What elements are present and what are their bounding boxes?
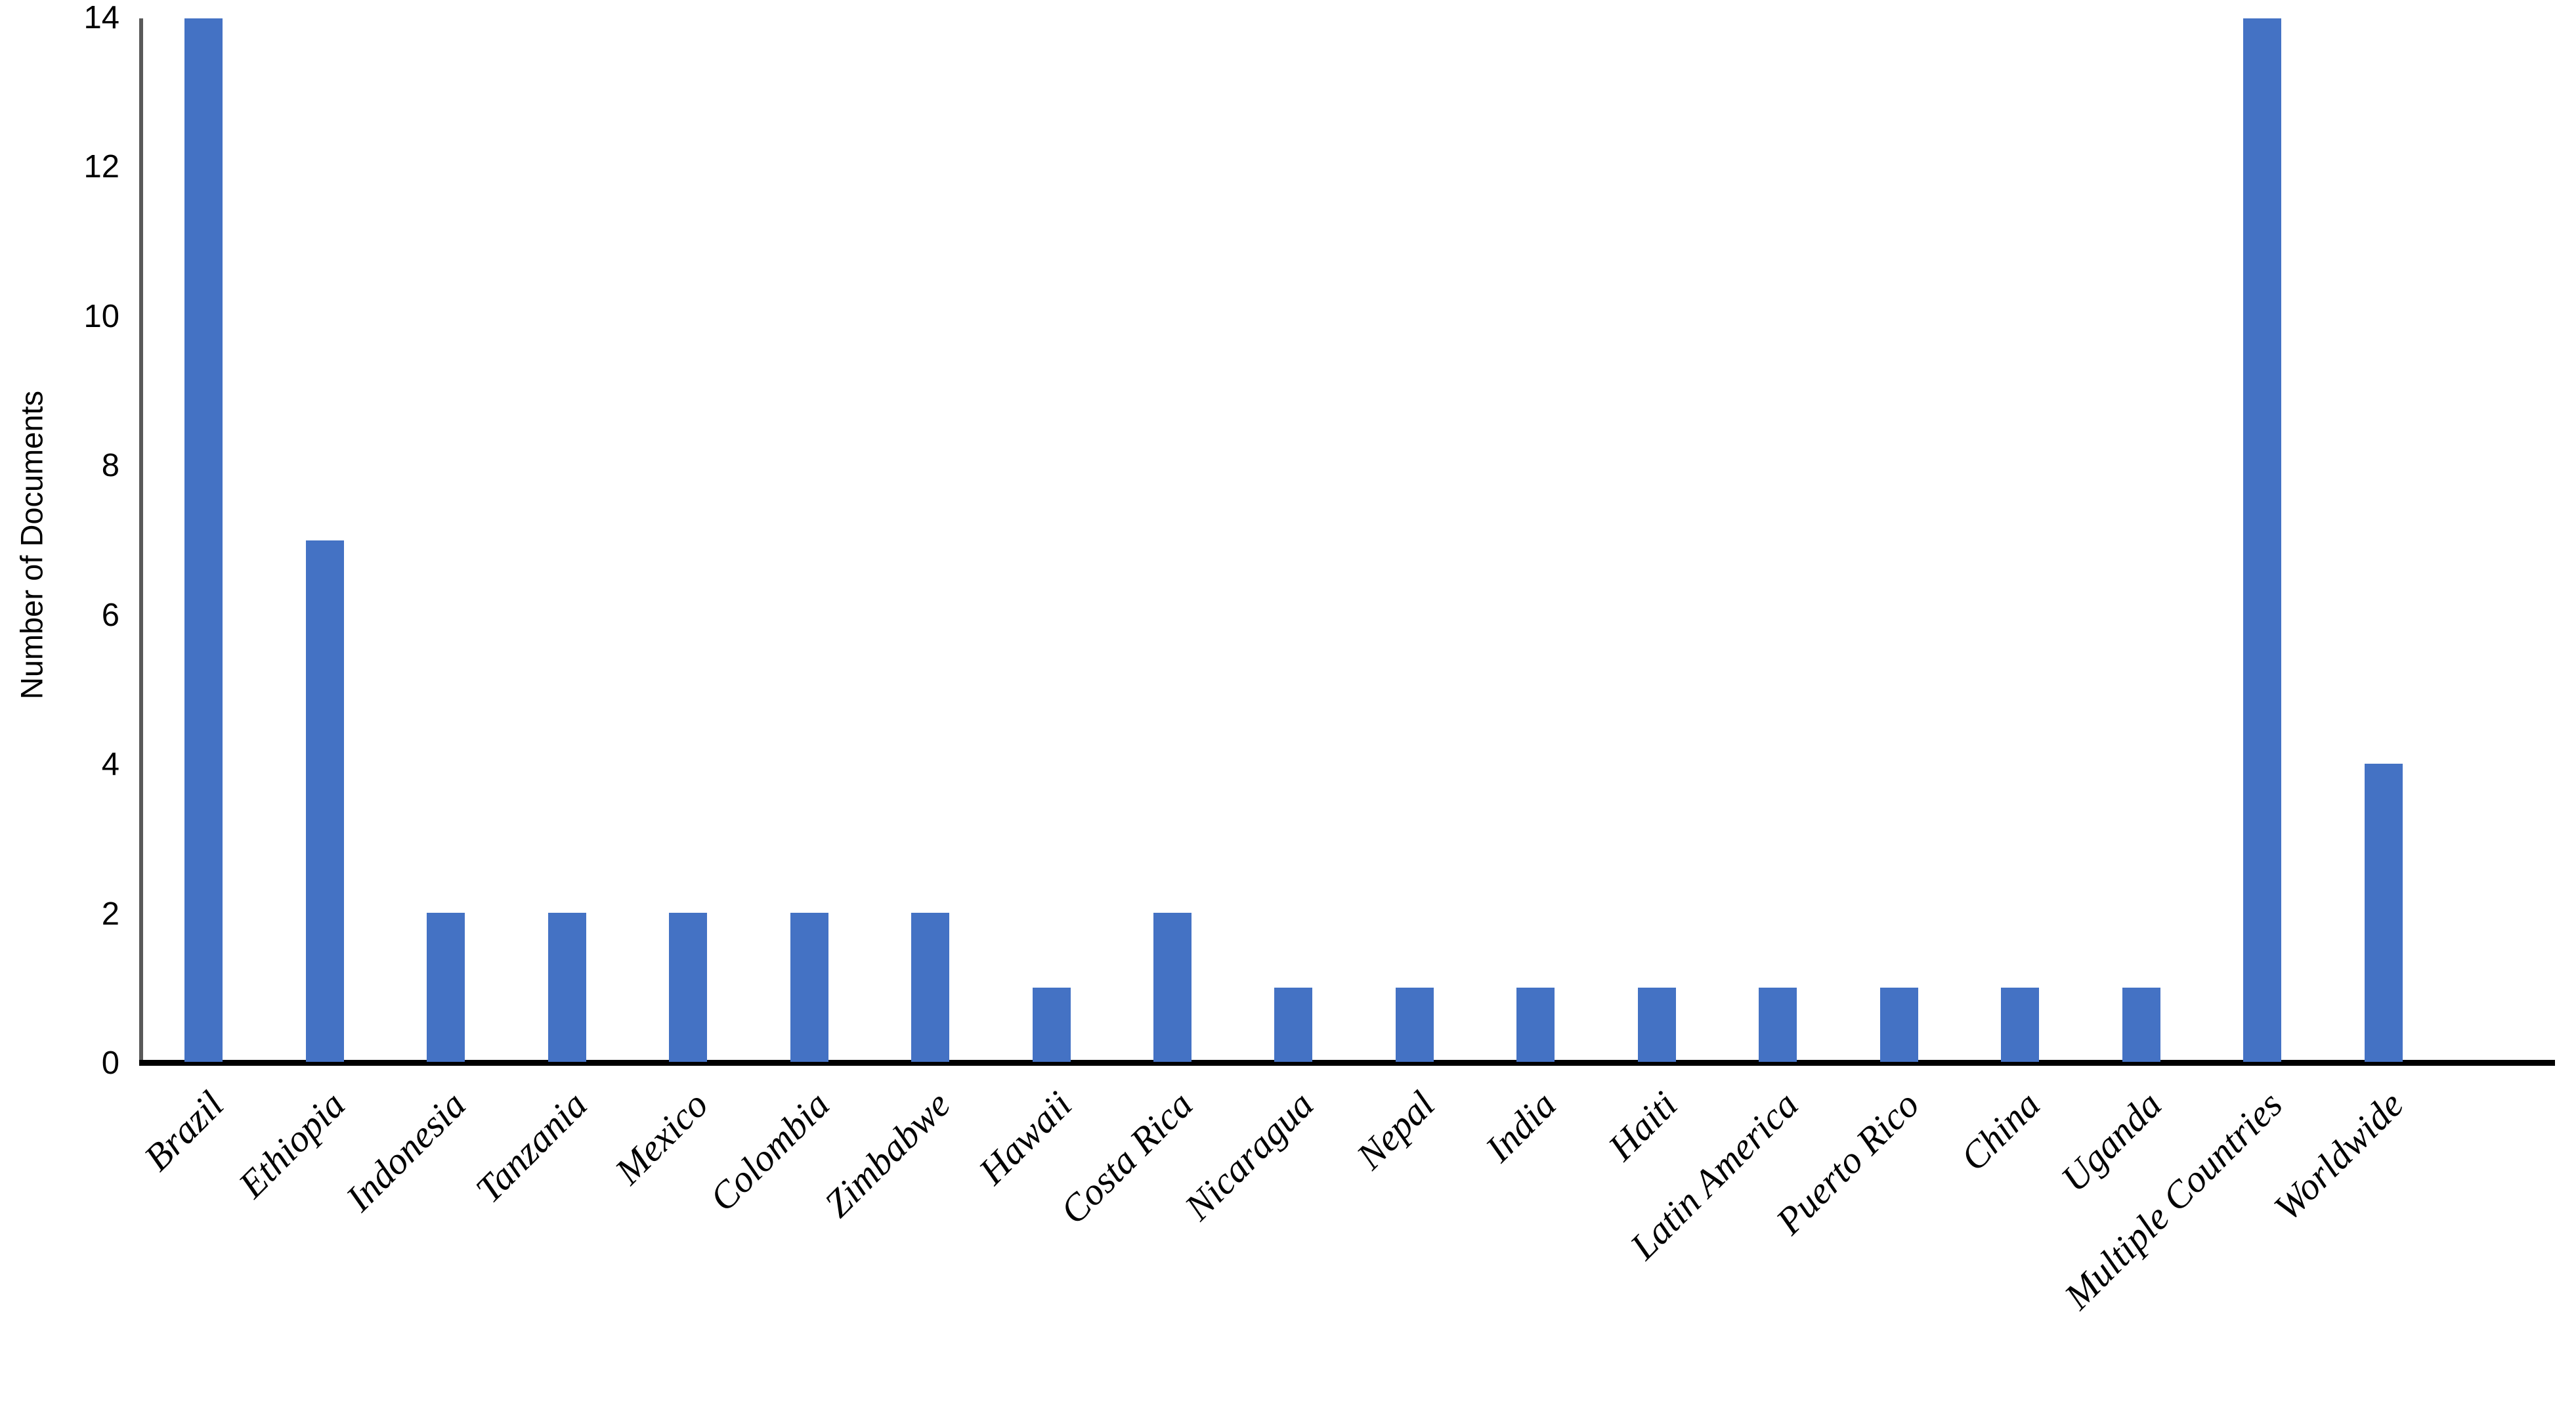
bar-nicaragua: [1274, 987, 1313, 1062]
bar-slot-multiple-countries: [2202, 18, 2323, 1062]
x-label-slot-nepal: Nepal: [1348, 1083, 1475, 1402]
bar-slot-indonesia: [385, 18, 506, 1062]
x-label-slot-hawaii: Hawaii: [970, 1083, 1111, 1402]
bar-slot-nepal: [1354, 18, 1475, 1062]
bar-india: [1516, 987, 1555, 1062]
x-label-slot-worldwide: Worldwide: [2266, 1083, 2443, 1402]
x-label-slot-brazil: Brazil: [136, 1083, 264, 1402]
x-label-slot-china: China: [1952, 1083, 2080, 1402]
x-label-slot-india: India: [1475, 1083, 1596, 1402]
x-axis-line: [139, 1060, 2555, 1066]
bar-colombia: [790, 913, 828, 1062]
x-label-china: China: [1952, 1083, 2049, 1179]
bar-tanzania: [547, 913, 586, 1062]
bar-slot-mexico: [628, 18, 748, 1062]
x-label-haiti: Haiti: [1599, 1083, 1685, 1169]
bar-hawaii: [1032, 987, 1071, 1062]
y-tick-label-8: 8: [101, 448, 119, 484]
x-label-slot-mexico: Mexico: [607, 1083, 748, 1402]
bar-multiple-countries: [2243, 18, 2282, 1062]
x-label-slot-ethiopia: Ethiopia: [230, 1083, 385, 1402]
x-label-slot-zimbabwe: Zimbabwe: [816, 1083, 991, 1402]
x-label-slot-multiple-countries: Multiple Countries: [2056, 1083, 2323, 1402]
bar-slot-zimbabwe: [870, 18, 991, 1062]
bar-slot-colombia: [748, 18, 869, 1062]
bar-indonesia: [427, 913, 465, 1062]
bar-slot-nicaragua: [1233, 18, 1354, 1062]
bar-slot-china: [1960, 18, 2080, 1062]
x-label-slot-costa-rica: Costa Rica: [1052, 1083, 1233, 1402]
bar-slot-brazil: [143, 18, 264, 1062]
plot-area: [143, 18, 2444, 1062]
x-label-brazil: Brazil: [136, 1083, 232, 1179]
bar-uganda: [2122, 987, 2160, 1062]
y-tick-label-0: 0: [101, 1045, 119, 1081]
y-tick-label-10: 10: [83, 298, 119, 334]
y-tick-label-6: 6: [101, 597, 119, 633]
bar-ethiopia: [305, 540, 344, 1062]
bar-nepal: [1395, 987, 1434, 1062]
bar-china: [2001, 987, 2040, 1062]
y-tick-label-2: 2: [101, 896, 119, 932]
y-tick-label-14: 14: [83, 0, 119, 35]
bar-slot-ethiopia: [264, 18, 385, 1062]
y-tick-label-12: 12: [83, 149, 119, 185]
x-label-slot-indonesia: Indonesia: [338, 1083, 506, 1402]
x-label-slot-tanzania: Tanzania: [467, 1083, 627, 1402]
bar-costa-rica: [1153, 913, 1191, 1062]
bar-slot-uganda: [2081, 18, 2202, 1062]
bar-slot-latin-america: [1717, 18, 1838, 1062]
bar-zimbabwe: [911, 913, 950, 1062]
y-tick-label-4: 4: [101, 747, 119, 783]
x-label-slot-colombia: Colombia: [701, 1083, 869, 1402]
x-label-india: India: [1476, 1083, 1564, 1170]
y-axis-line: [139, 18, 143, 1064]
x-label-slot-nicaragua: Nicaragua: [1176, 1083, 1354, 1402]
bar-latin-america: [1759, 987, 1797, 1062]
bar-haiti: [1637, 987, 1676, 1062]
x-label-slot-puerto-rico: Puerto Rico: [1768, 1083, 1960, 1402]
bar-slot-india: [1475, 18, 1596, 1062]
y-axis-title: Number of Documents: [14, 390, 49, 700]
bar-slot-hawaii: [991, 18, 1111, 1062]
bar-slot-haiti: [1597, 18, 1717, 1062]
x-label-nepal: Nepal: [1348, 1083, 1444, 1178]
bar-slot-costa-rica: [1112, 18, 1233, 1062]
bar-mexico: [669, 913, 708, 1062]
x-label-slot-latin-america: Latin America: [1621, 1083, 1838, 1402]
x-axis-category-labels: Brazil Ethiopia Indonesia Tanzania Mexico Col…: [136, 1083, 2444, 1402]
bar-puerto-rico: [1879, 987, 1918, 1062]
bar-slot-worldwide: [2323, 18, 2443, 1062]
bar-slot-tanzania: [506, 18, 627, 1062]
bar-worldwide: [2364, 764, 2403, 1062]
bar-slot-puerto-rico: [1839, 18, 1960, 1062]
bar-brazil: [184, 18, 223, 1062]
